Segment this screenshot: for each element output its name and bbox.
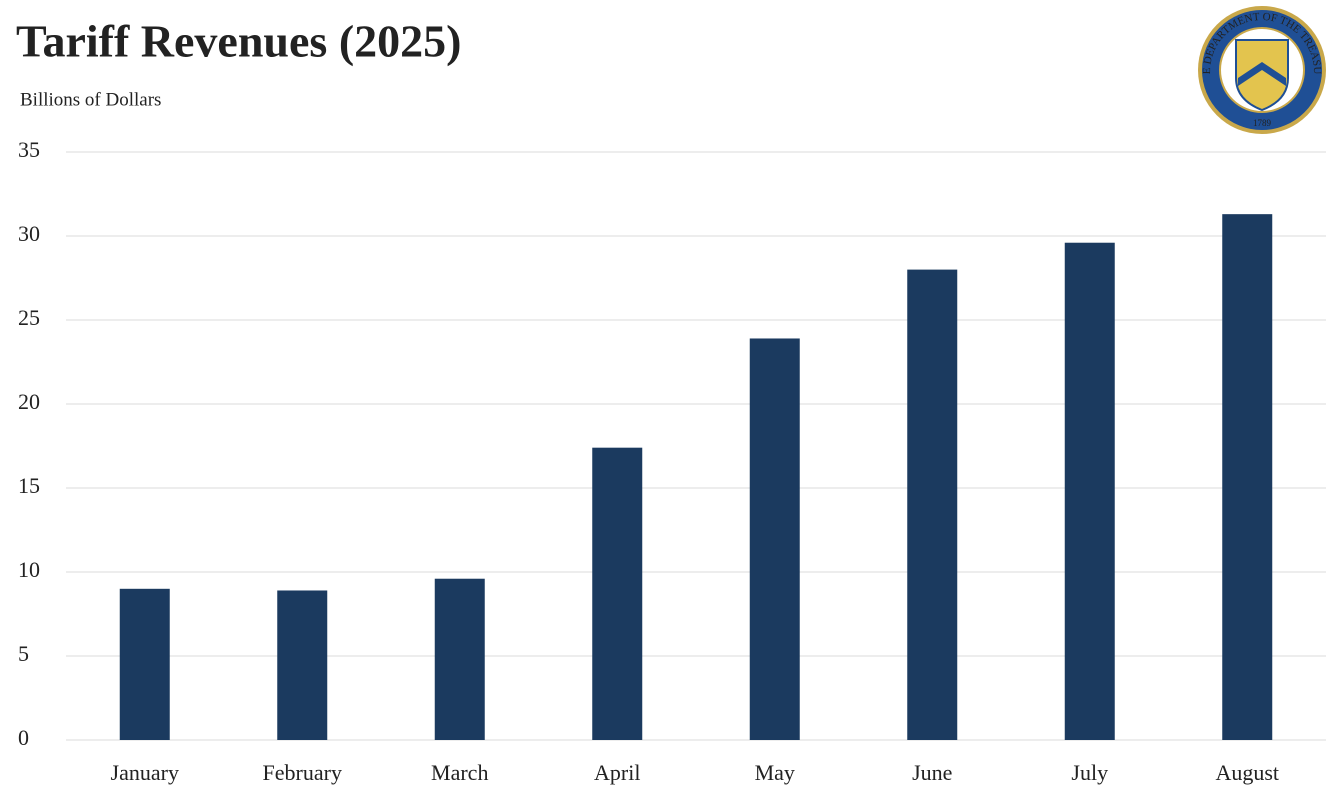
bar <box>119 588 170 740</box>
y-tick-label: 20 <box>18 389 40 414</box>
x-tick-label: March <box>431 760 488 785</box>
x-tick-label: February <box>263 760 342 785</box>
bar <box>749 338 800 740</box>
bar <box>592 447 643 740</box>
y-tick-label: 25 <box>18 305 40 330</box>
x-tick-label: January <box>111 760 179 785</box>
seal-shield <box>1235 39 1289 112</box>
y-tick-label: 15 <box>18 473 40 498</box>
x-tick-label: July <box>1071 760 1108 785</box>
x-tick-label: June <box>912 760 952 785</box>
seal-chevron <box>1238 62 1286 86</box>
chart-subtitle: Billions of Dollars <box>20 89 161 110</box>
x-tick-label: April <box>594 760 640 785</box>
y-tick-label: 10 <box>18 557 40 582</box>
y-tick-label: 35 <box>18 137 40 162</box>
bar <box>277 590 328 740</box>
bar <box>1064 242 1115 740</box>
x-tick-label: August <box>1215 760 1279 785</box>
chart-title: Tariff Revenues (2025) <box>16 16 461 67</box>
seal-year: 1789 <box>1253 118 1272 128</box>
y-tick-label: 0 <box>18 725 29 750</box>
bar <box>907 269 958 740</box>
y-tick-label: 30 <box>18 221 40 246</box>
x-tick-label: May <box>755 760 795 785</box>
bar <box>1222 214 1273 740</box>
bar <box>434 578 485 740</box>
y-tick-label: 5 <box>18 641 29 666</box>
